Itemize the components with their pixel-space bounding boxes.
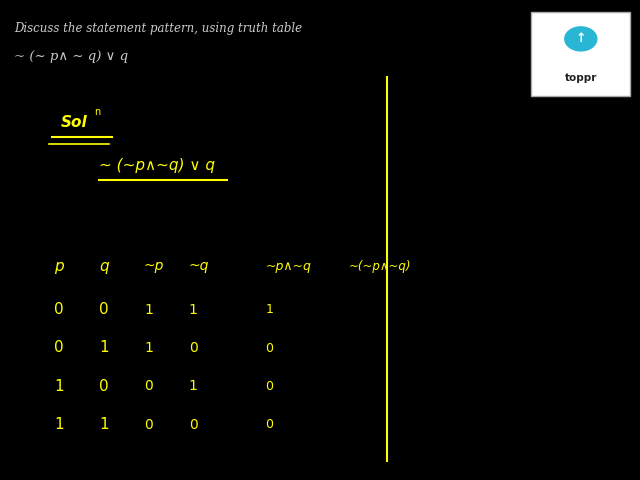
Text: 0: 0 <box>189 341 198 355</box>
Text: q: q <box>99 259 109 274</box>
Text: 0: 0 <box>266 418 274 432</box>
Text: ~p: ~p <box>144 259 164 274</box>
Text: p: p <box>54 259 64 274</box>
Text: ↑: ↑ <box>575 32 586 46</box>
Text: ~p∧~q: ~p∧~q <box>266 260 312 273</box>
Text: 1: 1 <box>189 379 198 394</box>
Text: 1: 1 <box>54 417 64 432</box>
Text: 1: 1 <box>99 417 109 432</box>
Text: 0: 0 <box>54 340 64 356</box>
Text: 0: 0 <box>189 418 198 432</box>
Text: 0: 0 <box>144 418 153 432</box>
Text: 0: 0 <box>144 379 153 394</box>
Text: ~ (∼ p∧ ∼ q) ∨ q: ~ (∼ p∧ ∼ q) ∨ q <box>14 50 128 63</box>
Text: 1: 1 <box>99 340 109 356</box>
Text: 0: 0 <box>54 302 64 317</box>
Text: 1: 1 <box>189 302 198 317</box>
Text: Sol: Sol <box>61 115 88 130</box>
Text: ~(~p∧~q): ~(~p∧~q) <box>349 260 412 273</box>
Text: 1: 1 <box>144 302 153 317</box>
Text: toppr: toppr <box>564 72 597 83</box>
Text: 1: 1 <box>54 379 64 394</box>
Text: 0: 0 <box>99 379 109 394</box>
Text: n: n <box>94 107 100 117</box>
Text: ~q: ~q <box>189 259 209 274</box>
Text: 0: 0 <box>99 302 109 317</box>
Text: Discuss the statement pattern, using truth table: Discuss the statement pattern, using tru… <box>14 22 302 35</box>
Text: 1: 1 <box>144 341 153 355</box>
Text: 0: 0 <box>266 341 274 355</box>
FancyBboxPatch shape <box>531 12 630 96</box>
Circle shape <box>564 27 596 51</box>
Text: ~ (~p∧~q) ∨ q: ~ (~p∧~q) ∨ q <box>99 158 215 173</box>
Text: 1: 1 <box>266 303 273 316</box>
Text: 0: 0 <box>266 380 274 393</box>
